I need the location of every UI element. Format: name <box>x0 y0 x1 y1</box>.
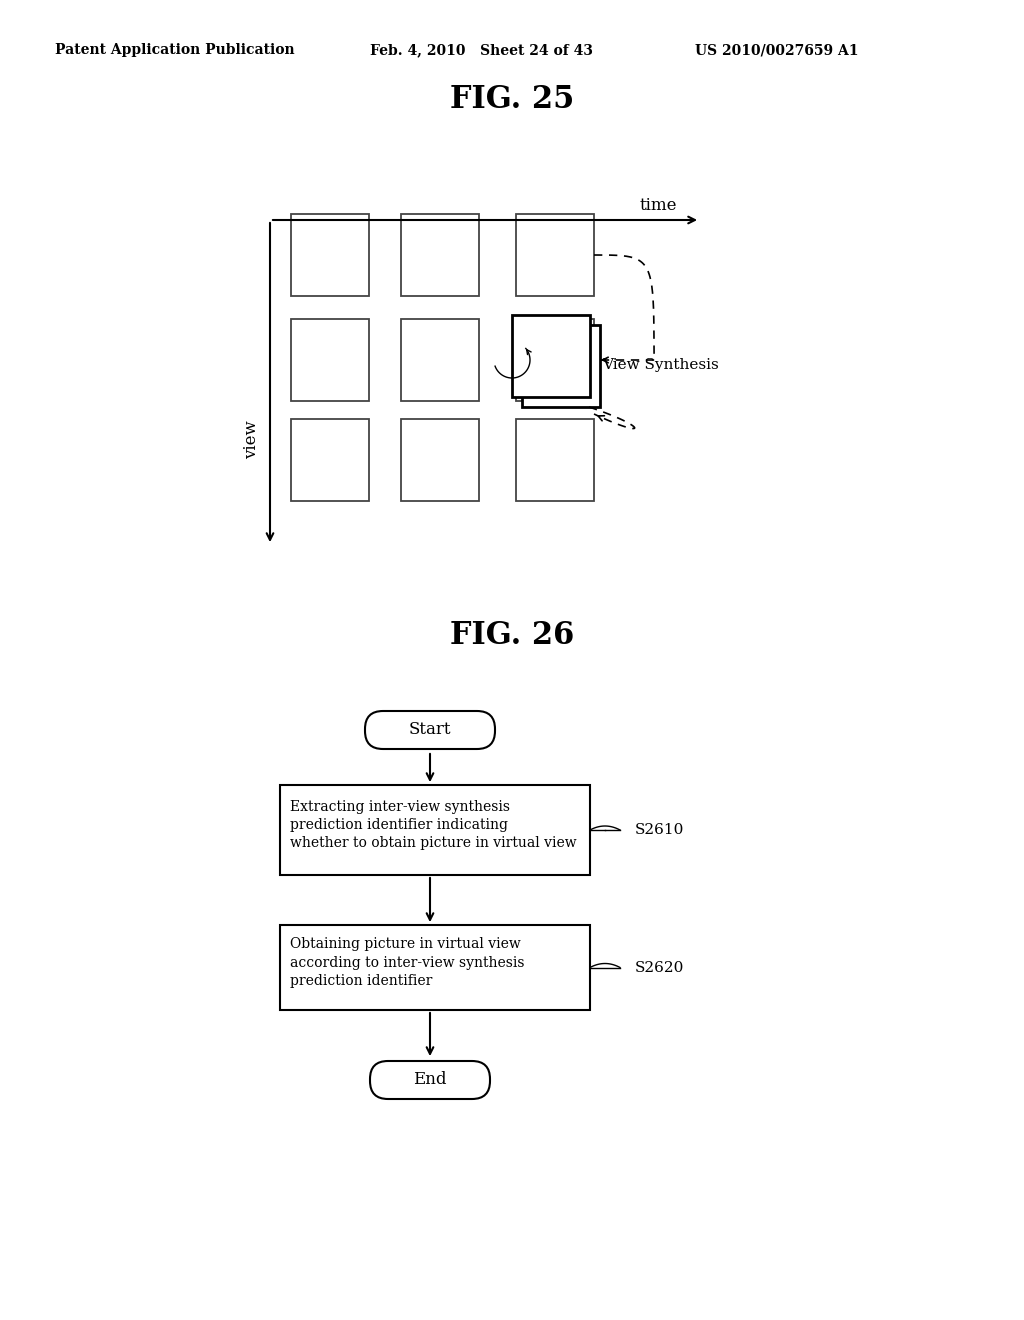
Bar <box>522 325 600 407</box>
Bar <box>516 418 594 502</box>
Text: view: view <box>244 421 260 459</box>
Text: FIG. 26: FIG. 26 <box>450 619 574 651</box>
Bar <box>291 319 369 401</box>
Bar <box>401 214 479 296</box>
Text: FIG. 25: FIG. 25 <box>450 84 574 116</box>
Bar <box>512 315 590 397</box>
Text: time: time <box>640 198 678 214</box>
Bar <box>280 785 590 875</box>
Text: Patent Application Publication: Patent Application Publication <box>55 44 295 57</box>
Text: Extracting inter-view synthesis
prediction identifier indicating
whether to obta: Extracting inter-view synthesis predicti… <box>290 800 577 850</box>
Text: Obtaining picture in virtual view
according to inter-view synthesis
prediction i: Obtaining picture in virtual view accord… <box>290 937 524 987</box>
Text: End: End <box>414 1072 446 1089</box>
Bar <box>516 214 594 296</box>
Bar <box>516 319 594 401</box>
Bar <box>401 418 479 502</box>
Bar <box>291 214 369 296</box>
FancyBboxPatch shape <box>365 711 495 748</box>
Text: S2620: S2620 <box>635 961 684 974</box>
Text: View Synthesis: View Synthesis <box>602 358 719 372</box>
Text: Start: Start <box>409 722 452 738</box>
Text: S2610: S2610 <box>635 822 684 837</box>
Bar <box>401 319 479 401</box>
Text: Feb. 4, 2010   Sheet 24 of 43: Feb. 4, 2010 Sheet 24 of 43 <box>370 44 593 57</box>
Bar <box>280 925 590 1010</box>
FancyBboxPatch shape <box>370 1061 490 1100</box>
Bar <box>291 418 369 502</box>
Text: US 2010/0027659 A1: US 2010/0027659 A1 <box>695 44 858 57</box>
